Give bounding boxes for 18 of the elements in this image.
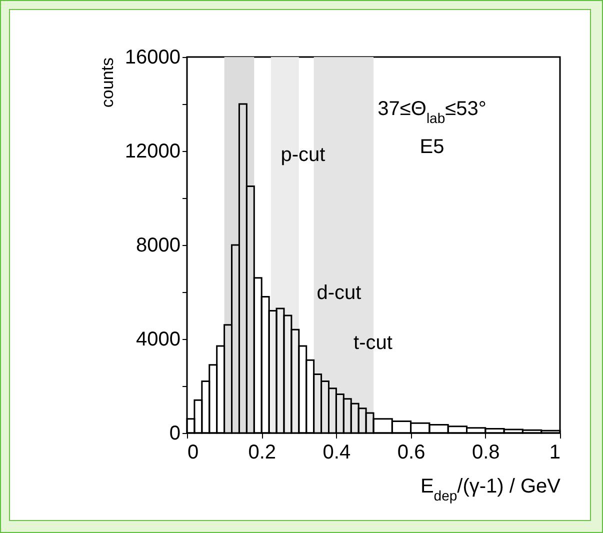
annotation: t-cut	[354, 332, 393, 354]
x-tick-label: 0.6	[397, 442, 426, 464]
x-tick-label: 0.4	[322, 442, 351, 464]
y-tick-label: 16000	[124, 46, 180, 68]
y-tick-label: 12000	[124, 140, 180, 162]
x-axis-title: E$_{dep}$/(γ-1) / GeV	[420, 476, 562, 504]
annotation: E5	[420, 136, 444, 158]
annotation: d-cut	[316, 282, 362, 304]
x-tick-label: 0.2	[248, 442, 276, 464]
x-tick-label: 0	[188, 442, 199, 464]
x-tick-label: 1	[549, 442, 560, 464]
x-tick-label: 0.8	[472, 442, 500, 464]
annotation: 37≤Θ$_{lab}$≤53°	[378, 98, 486, 126]
y-tick-label: 4000	[136, 328, 180, 350]
y-tick-label: 8000	[136, 234, 180, 256]
y-tick-label: 0	[169, 422, 180, 444]
y-axis-title: counts	[98, 58, 117, 108]
annotation: p-cut	[280, 144, 326, 166]
